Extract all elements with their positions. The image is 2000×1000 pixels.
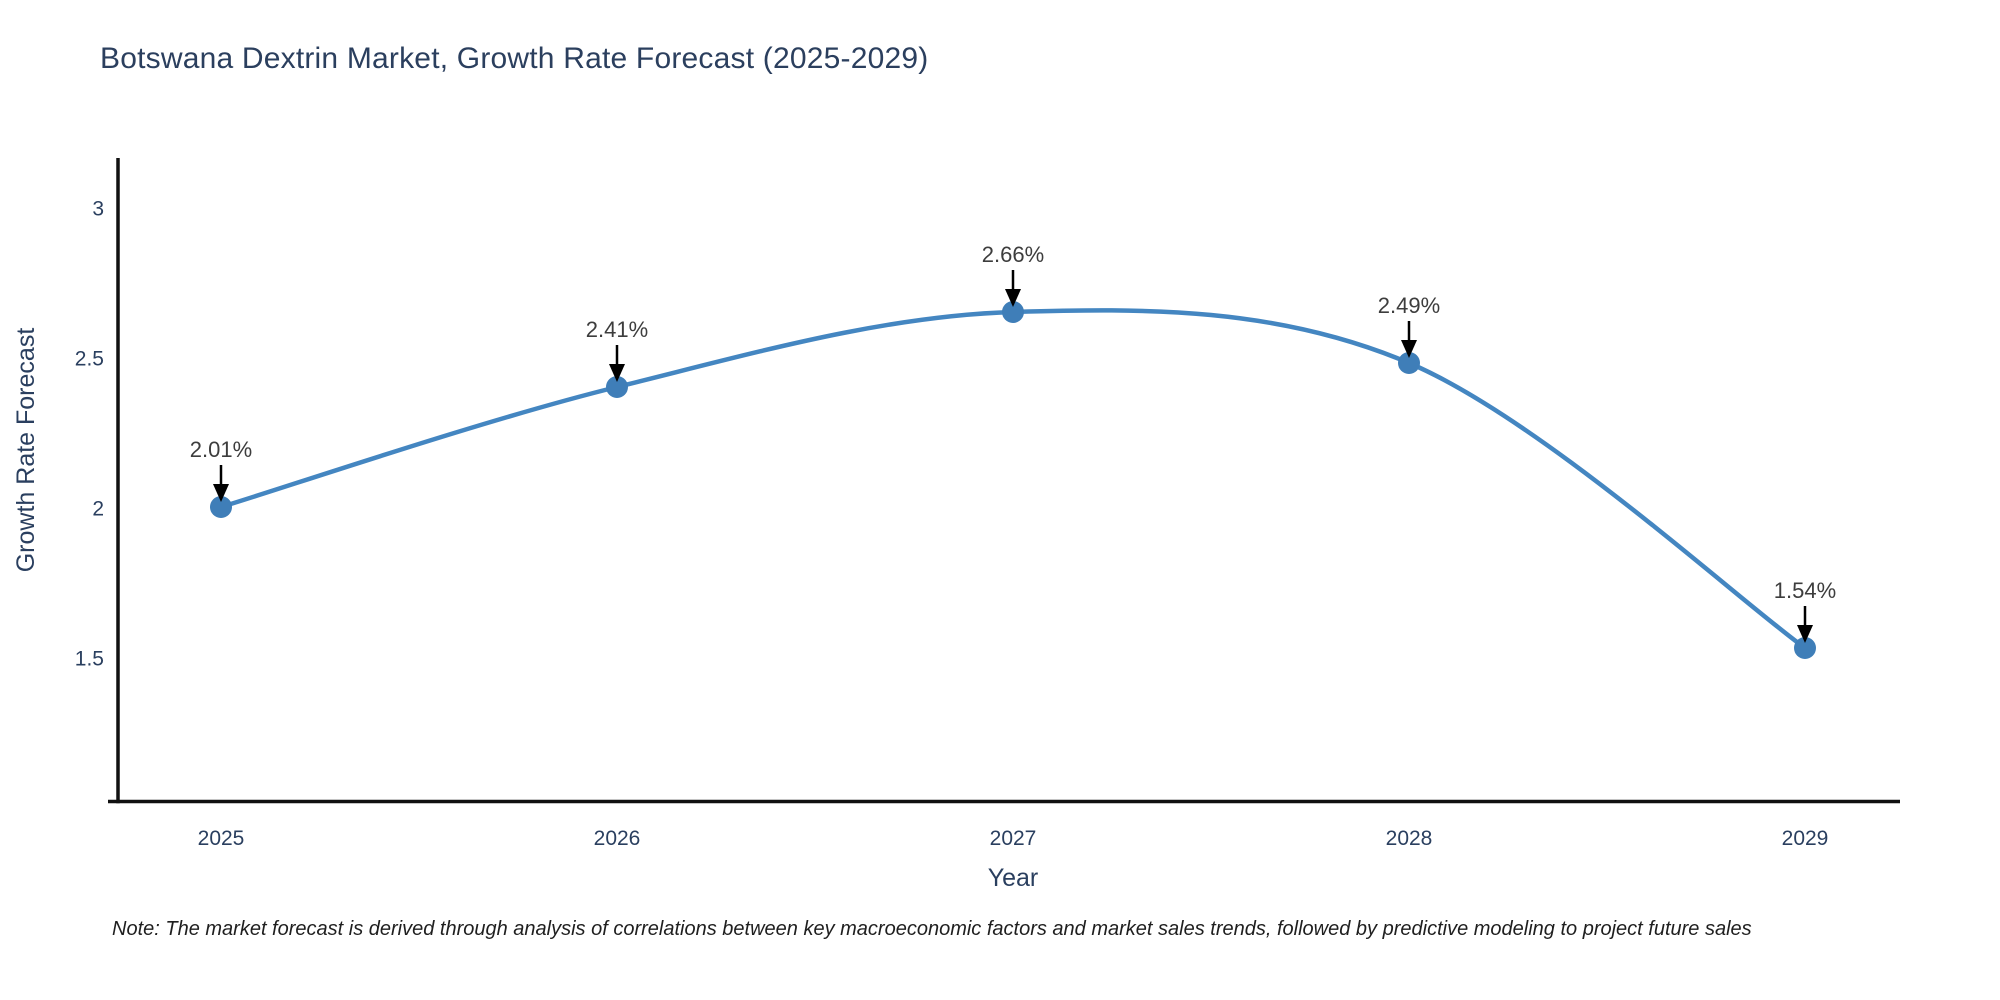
data-point-marker	[1398, 352, 1420, 374]
data-point-marker	[606, 376, 628, 398]
y-tick-label: 3	[92, 198, 104, 221]
annotation-arrowhead	[609, 364, 625, 382]
y-tick-label: 2	[92, 498, 104, 521]
x-tick-label: 2029	[1782, 827, 1829, 850]
annotation-arrowhead	[1797, 625, 1813, 643]
point-annotation: 1.54%	[1774, 578, 1836, 603]
y-tick-label: 2.5	[75, 348, 104, 371]
point-annotation: 2.41%	[586, 317, 648, 342]
x-tick-label: 2027	[990, 827, 1037, 850]
chart-title: Botswana Dextrin Market, Growth Rate For…	[100, 42, 929, 75]
point-annotation: 2.01%	[190, 437, 252, 462]
annotation-arrowhead	[1005, 289, 1021, 307]
x-tick-label: 2026	[594, 827, 641, 850]
data-point-marker	[1002, 301, 1024, 323]
annotation-arrowhead	[213, 484, 229, 502]
y-axis-title: Growth Rate Forecast	[12, 328, 40, 573]
forecast-line	[218, 308, 1808, 651]
x-axis-title: Year	[988, 864, 1039, 892]
data-point-marker	[210, 496, 232, 518]
point-annotation: 2.66%	[982, 242, 1044, 267]
point-annotation: 2.49%	[1378, 293, 1440, 318]
x-tick-label: 2025	[198, 827, 245, 850]
data-point-marker	[1794, 637, 1816, 659]
x-tick-label: 2028	[1386, 827, 1433, 850]
y-tick-label: 1.5	[75, 648, 104, 671]
annotation-arrowhead	[1401, 340, 1417, 358]
footnote: Note: The market forecast is derived thr…	[112, 918, 1752, 940]
